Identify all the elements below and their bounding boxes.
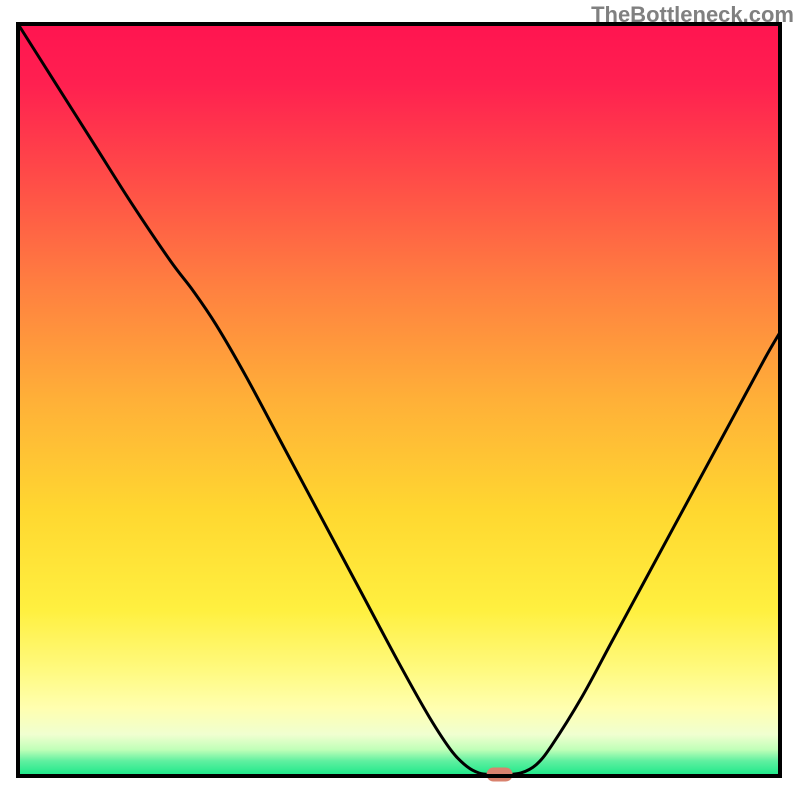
chart-container: TheBottleneck.com — [0, 0, 800, 800]
watermark-text: TheBottleneck.com — [591, 2, 794, 28]
bottleneck-chart — [0, 0, 800, 800]
